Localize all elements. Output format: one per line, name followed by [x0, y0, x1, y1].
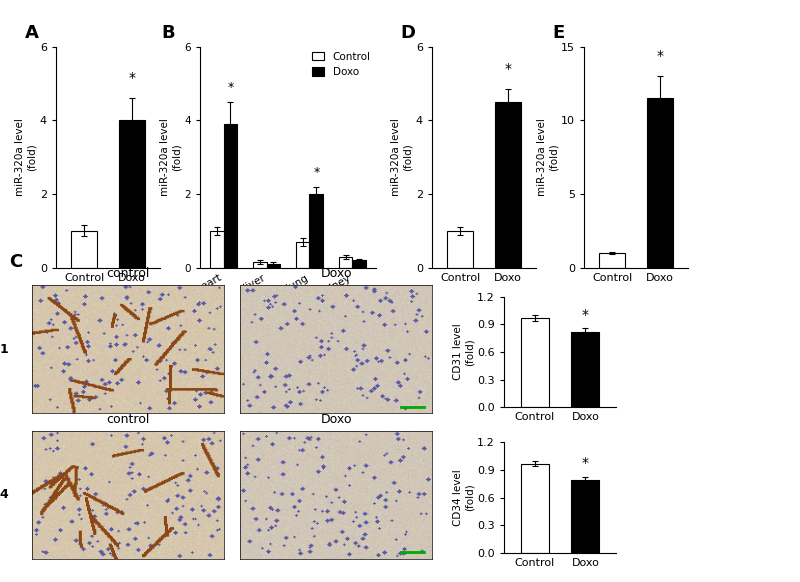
Bar	[224, 124, 238, 268]
Text: CD31: CD31	[0, 343, 9, 356]
Bar	[599, 253, 626, 268]
Text: C: C	[9, 253, 22, 271]
Text: *: *	[314, 165, 319, 179]
Bar	[118, 120, 145, 268]
Legend: Control, Doxo: Control, Doxo	[312, 52, 370, 77]
Text: control: control	[106, 267, 150, 280]
Bar	[310, 194, 323, 268]
Y-axis label: CD34 level
(fold): CD34 level (fold)	[453, 469, 474, 526]
Text: CD34: CD34	[0, 488, 9, 501]
Bar	[521, 463, 549, 553]
Text: Doxo: Doxo	[320, 267, 352, 280]
Text: Doxo: Doxo	[320, 413, 352, 425]
Bar	[266, 264, 280, 268]
Bar	[646, 98, 673, 268]
Bar	[253, 262, 266, 268]
Text: *: *	[128, 71, 135, 85]
Text: A: A	[25, 24, 38, 42]
Bar	[71, 231, 98, 268]
Text: D: D	[401, 24, 416, 42]
Bar	[210, 231, 224, 268]
Bar	[352, 260, 366, 268]
Y-axis label: CD31 level
(fold): CD31 level (fold)	[453, 324, 474, 381]
Y-axis label: miR-320a level
(fold): miR-320a level (fold)	[15, 118, 37, 196]
Y-axis label: miR-320a level
(fold): miR-320a level (fold)	[391, 118, 413, 196]
Text: E: E	[553, 24, 565, 42]
Text: *: *	[227, 81, 234, 94]
Bar	[571, 480, 599, 553]
Y-axis label: miR-320a level
(fold): miR-320a level (fold)	[537, 118, 558, 196]
Text: *: *	[582, 307, 589, 321]
Text: *: *	[504, 62, 511, 76]
Text: B: B	[162, 24, 175, 42]
Text: *: *	[656, 49, 663, 63]
Bar	[296, 242, 310, 268]
Bar	[571, 332, 599, 407]
Bar	[447, 231, 474, 268]
Y-axis label: miR-320a level
(fold): miR-320a level (fold)	[160, 118, 182, 196]
Text: control: control	[106, 413, 150, 425]
Text: *: *	[582, 456, 589, 470]
Bar	[494, 102, 521, 268]
Bar	[338, 257, 352, 268]
Bar	[521, 318, 549, 407]
